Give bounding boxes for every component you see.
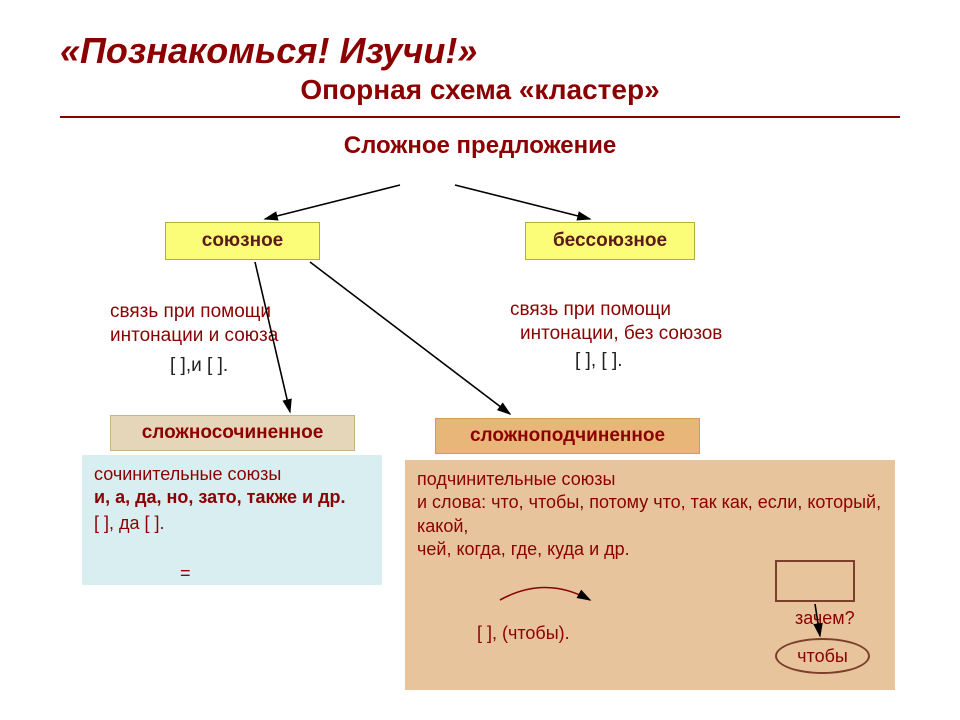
page-title: «Познакомься! Изучи!» <box>60 30 900 72</box>
bar-coord: сложносочиненное <box>110 415 355 451</box>
node-nounion-label: бессоюзное <box>553 230 667 252</box>
zachem-label: зачем? <box>795 608 855 629</box>
node-nounion: бессоюзное <box>525 222 695 260</box>
left-desc-line1: связь при помощи <box>110 300 278 324</box>
right-desc-line2: интонации, без союзов <box>510 322 722 346</box>
slide: «Познакомься! Изучи!» Опорная схема «кла… <box>0 0 960 720</box>
sub-text2: и слова: что, чтобы, потому что, так как… <box>417 491 883 538</box>
sub-text1: подчинительные союзы <box>417 468 883 491</box>
bar-sub: сложноподчиненное <box>435 418 700 454</box>
right-desc-line1: связь при помощи <box>510 298 722 322</box>
page-subtitle: Опорная схема «кластер» <box>60 74 900 106</box>
coord-text2: и, а, да, но, зато, также и др. <box>94 486 370 509</box>
right-schema: [ ], [ ]. <box>575 350 623 372</box>
left-desc-line2: интонации и союза <box>110 324 278 348</box>
oval-chtoby: чтобы <box>775 638 870 674</box>
node-union: союзное <box>165 222 320 260</box>
right-desc: связь при помощи интонации, без союзов <box>510 298 722 346</box>
left-desc: связь при помощи интонации и союза <box>110 300 278 348</box>
bar-coord-label: сложносочиненное <box>142 422 324 444</box>
coord-eq: = <box>180 563 191 584</box>
bar-sub-label: сложноподчиненное <box>470 425 665 447</box>
sub-text3: чей, когда, где, куда и др. <box>417 538 883 561</box>
node-union-label: союзное <box>202 230 284 252</box>
coord-detail: сочинительные союзы и, а, да, но, зато, … <box>82 455 382 585</box>
root-label: Сложное предложение <box>60 132 900 160</box>
oval-label: чтобы <box>797 646 848 667</box>
left-schema: [ ],и [ ]. <box>170 355 228 377</box>
zachem-box <box>775 560 855 602</box>
divider <box>60 116 900 118</box>
coord-schema: [ ], да [ ]. <box>94 512 370 535</box>
coord-text1: сочинительные союзы <box>94 463 370 486</box>
